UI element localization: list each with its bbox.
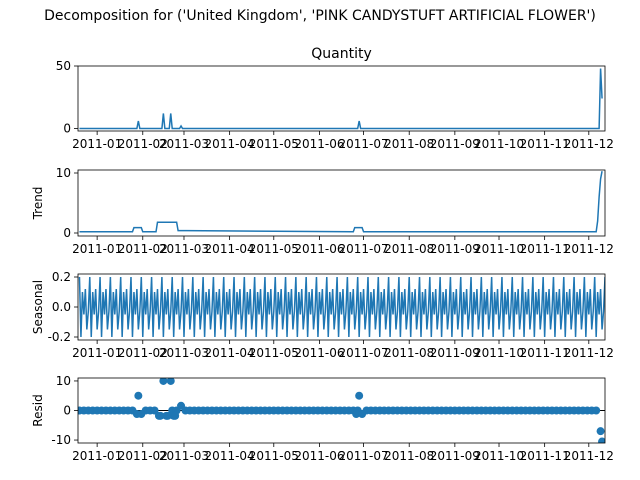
resid-point <box>598 437 605 443</box>
x-tick-label: 2011-09 <box>430 137 480 151</box>
resid-point <box>156 411 165 420</box>
x-tick-label: 2011-04 <box>205 242 255 256</box>
x-tick-label: 2011-05 <box>249 346 299 360</box>
x-tick-label: 2011-02 <box>118 242 168 256</box>
x-tick-label: 2011-11 <box>520 346 570 360</box>
x-tick-label: 2011-12 <box>564 346 614 360</box>
x-tick-label: 2011-04 <box>205 137 255 151</box>
resid-point <box>596 427 605 436</box>
x-tick-label: 2011-07 <box>339 346 389 360</box>
x-tick-label: 2011-05 <box>249 449 299 463</box>
panel-3: Seasonal-0.20.00.22011-012011-022011-032… <box>31 270 614 360</box>
y-tick-label: 0.0 <box>52 300 71 314</box>
x-tick-label: 2011-11 <box>520 242 570 256</box>
plot-area <box>78 378 605 443</box>
resid-point <box>134 391 143 400</box>
x-tick-label: 2011-07 <box>339 137 389 151</box>
axes-frame <box>77 65 606 132</box>
x-tick-label: 2011-12 <box>564 449 614 463</box>
x-tick-label: 2011-03 <box>159 137 209 151</box>
plot-area <box>79 171 603 233</box>
x-tick-label: 2011-10 <box>474 137 524 151</box>
resid-point <box>592 406 601 415</box>
panel-2: Trend0102011-012011-022011-032011-042011… <box>31 166 614 256</box>
seasonal-line <box>78 276 605 338</box>
y-tick-label: 0 <box>63 122 71 136</box>
x-tick-label: 2011-04 <box>205 346 255 360</box>
resid-point <box>171 411 180 420</box>
resid-point <box>137 410 146 419</box>
y-tick-label: 10 <box>56 374 71 388</box>
y-tick-label: 10 <box>56 166 71 180</box>
x-tick-label: 2011-07 <box>339 449 389 463</box>
panel-4: Resid-100102011-012011-022011-032011-042… <box>31 374 614 463</box>
resid-point <box>177 401 186 410</box>
panel-1: Quantity0502011-012011-022011-032011-042… <box>56 46 614 151</box>
x-tick-label: 2011-08 <box>384 346 434 360</box>
x-tick-label: 2011-04 <box>205 449 255 463</box>
x-tick-label: 2011-09 <box>430 449 480 463</box>
x-tick-label: 2011-12 <box>564 137 614 151</box>
x-tick-label: 2011-12 <box>564 242 614 256</box>
x-tick-label: 2011-08 <box>384 449 434 463</box>
x-tick-label: 2011-07 <box>339 242 389 256</box>
y-tick-label: -0.2 <box>48 330 71 344</box>
x-tick-label: 2011-03 <box>159 242 209 256</box>
x-tick-label: 2011-06 <box>294 449 344 463</box>
x-tick-label: 2011-02 <box>118 137 168 151</box>
x-tick-label: 2011-10 <box>474 242 524 256</box>
y-tick-label: 0 <box>63 226 71 240</box>
x-tick-label: 2011-06 <box>294 242 344 256</box>
panel-title: Quantity <box>311 46 372 62</box>
x-tick-label: 2011-09 <box>430 242 480 256</box>
resid-point <box>166 378 175 385</box>
resid-point <box>355 391 364 400</box>
resid-point <box>159 378 168 385</box>
x-tick-label: 2011-08 <box>384 242 434 256</box>
y-tick-label: 0 <box>63 404 71 418</box>
x-tick-label: 2011-02 <box>118 346 168 360</box>
x-tick-label: 2011-01 <box>72 449 122 463</box>
y-tick-label: 50 <box>56 59 71 73</box>
x-tick-label: 2011-06 <box>294 346 344 360</box>
plot-area <box>78 276 605 338</box>
x-tick-label: 2011-01 <box>72 346 122 360</box>
x-tick-label: 2011-03 <box>159 346 209 360</box>
quantity-line <box>79 68 603 130</box>
resid-point <box>163 411 172 420</box>
x-tick-label: 2011-01 <box>72 137 122 151</box>
x-tick-label: 2011-10 <box>474 346 524 360</box>
x-tick-label: 2011-01 <box>72 242 122 256</box>
y-tick-label: 0.2 <box>52 270 71 284</box>
x-tick-label: 2011-05 <box>249 137 299 151</box>
axes-frame <box>77 169 606 237</box>
x-tick-label: 2011-11 <box>520 449 570 463</box>
resid-point <box>150 406 159 415</box>
x-tick-label: 2011-03 <box>159 449 209 463</box>
x-tick-label: 2011-09 <box>430 346 480 360</box>
y-tick-label: -10 <box>51 433 71 447</box>
x-tick-label: 2011-10 <box>474 449 524 463</box>
resid-point <box>358 410 367 419</box>
x-tick-label: 2011-05 <box>249 242 299 256</box>
trend-line <box>79 171 603 233</box>
figure-title: Decomposition for ('United Kingdom', 'PI… <box>44 8 596 24</box>
y-axis-label: Seasonal <box>31 280 45 334</box>
x-tick-label: 2011-08 <box>384 137 434 151</box>
y-axis-label: Trend <box>31 187 45 221</box>
plot-area <box>79 68 603 130</box>
y-axis-label: Resid <box>31 394 45 426</box>
x-tick-label: 2011-02 <box>118 449 168 463</box>
x-tick-label: 2011-06 <box>294 137 344 151</box>
resid-point <box>352 410 361 419</box>
x-tick-label: 2011-11 <box>520 137 570 151</box>
